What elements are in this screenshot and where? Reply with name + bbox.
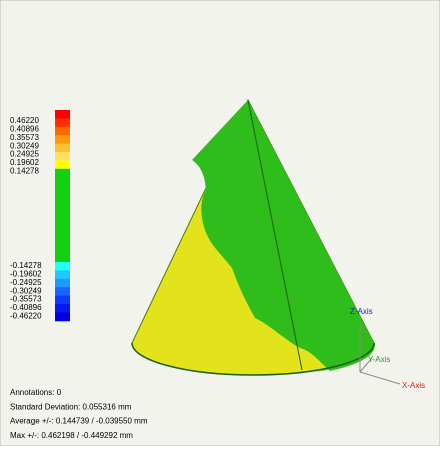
legend-swatch (55, 312, 70, 321)
legend-swatch (55, 152, 70, 161)
legend-swatch (55, 279, 70, 288)
page: Z-Axis Y-Axis X-Axis 0.462200.408960.355… (0, 0, 440, 446)
legend-swatch (55, 135, 70, 144)
statistic: Standard Deviation: 0.055316 mm (10, 402, 132, 411)
legend-swatch (55, 169, 70, 262)
statistic: Average +/-: 0.144739 / -0.039550 mm (10, 417, 148, 426)
z-axis-label: Z-Axis (350, 307, 373, 316)
x-axis-label: X-Axis (402, 381, 425, 390)
legend-swatch (55, 144, 70, 153)
legend-label: -0.46220 (10, 312, 42, 321)
legend-swatch (55, 118, 70, 127)
legend-swatch (55, 110, 70, 119)
legend-swatch (55, 296, 70, 305)
y-axis-label: Y-Axis (368, 355, 390, 364)
statistic: Max +/-: 0.462198 / -0.449292 mm (10, 431, 133, 440)
legend-swatch (55, 160, 70, 169)
legend-swatch (55, 127, 70, 136)
legend-swatch (55, 287, 70, 296)
viewport: Z-Axis Y-Axis X-Axis 0.462200.408960.355… (0, 0, 440, 446)
legend-swatch (55, 270, 70, 279)
legend-label: 0.14278 (10, 167, 39, 176)
legend-swatch (55, 304, 70, 313)
statistic: Annotations: 0 (10, 388, 62, 397)
legend-swatch (55, 262, 70, 271)
